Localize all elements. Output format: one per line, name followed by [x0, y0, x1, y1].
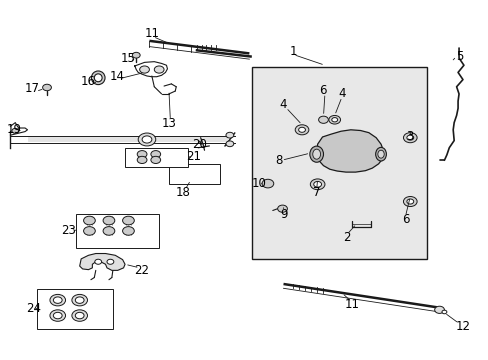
- Circle shape: [403, 197, 416, 207]
- Circle shape: [434, 306, 444, 314]
- Text: 1: 1: [289, 45, 296, 58]
- Circle shape: [50, 294, 65, 306]
- Text: 12: 12: [454, 320, 469, 333]
- Circle shape: [103, 216, 115, 225]
- Circle shape: [138, 133, 156, 146]
- Text: 17: 17: [25, 82, 40, 95]
- Text: 13: 13: [161, 117, 176, 130]
- Text: 24: 24: [26, 302, 41, 315]
- Text: 3: 3: [406, 130, 413, 144]
- Circle shape: [107, 259, 114, 264]
- Circle shape: [95, 259, 102, 264]
- Bar: [251, 67, 427, 259]
- Circle shape: [53, 312, 62, 319]
- Circle shape: [122, 226, 134, 235]
- Ellipse shape: [377, 150, 384, 158]
- Circle shape: [137, 156, 147, 163]
- Circle shape: [262, 179, 273, 188]
- Text: 4: 4: [279, 98, 286, 111]
- Circle shape: [72, 310, 87, 321]
- Circle shape: [103, 226, 115, 235]
- Circle shape: [151, 150, 160, 158]
- Circle shape: [53, 297, 62, 303]
- Text: 11: 11: [144, 27, 159, 40]
- Polygon shape: [80, 253, 125, 270]
- Bar: [168, 164, 220, 184]
- Text: 6: 6: [318, 84, 325, 97]
- Circle shape: [42, 84, 51, 91]
- Circle shape: [310, 179, 325, 190]
- Circle shape: [122, 216, 134, 225]
- Text: 6: 6: [401, 213, 408, 226]
- Circle shape: [83, 216, 95, 225]
- Text: 5: 5: [455, 50, 463, 63]
- Text: 18: 18: [176, 186, 191, 199]
- Ellipse shape: [312, 149, 320, 159]
- Text: 10: 10: [251, 177, 266, 190]
- Text: 19: 19: [7, 123, 22, 136]
- Text: 16: 16: [81, 75, 96, 88]
- Circle shape: [277, 205, 287, 212]
- Circle shape: [403, 133, 416, 143]
- Circle shape: [151, 156, 160, 163]
- Bar: [76, 214, 159, 248]
- Ellipse shape: [309, 146, 323, 162]
- Text: 7: 7: [312, 186, 320, 199]
- Circle shape: [72, 294, 87, 306]
- Circle shape: [137, 150, 147, 158]
- Bar: [37, 289, 113, 329]
- Circle shape: [328, 116, 340, 124]
- Ellipse shape: [91, 71, 105, 85]
- Circle shape: [132, 52, 140, 58]
- Circle shape: [12, 129, 19, 134]
- Circle shape: [406, 135, 413, 140]
- Text: 22: 22: [134, 264, 149, 277]
- Text: 21: 21: [185, 150, 201, 163]
- Polygon shape: [316, 130, 383, 172]
- Circle shape: [83, 226, 95, 235]
- Text: 15: 15: [121, 52, 136, 65]
- Circle shape: [142, 136, 152, 143]
- Text: 2: 2: [343, 231, 350, 244]
- Text: 14: 14: [109, 69, 124, 82]
- Text: 11: 11: [344, 298, 359, 311]
- Circle shape: [225, 132, 233, 138]
- Circle shape: [225, 141, 233, 147]
- Circle shape: [331, 118, 337, 122]
- Circle shape: [50, 310, 65, 321]
- Circle shape: [313, 181, 321, 187]
- Text: 23: 23: [61, 224, 76, 237]
- Circle shape: [318, 116, 328, 123]
- Circle shape: [154, 66, 163, 73]
- Circle shape: [406, 199, 413, 204]
- Bar: [125, 148, 188, 167]
- Circle shape: [295, 125, 308, 135]
- Circle shape: [75, 312, 84, 319]
- Ellipse shape: [94, 74, 102, 82]
- Text: 20: 20: [192, 138, 206, 150]
- Circle shape: [140, 66, 149, 73]
- Circle shape: [298, 127, 305, 132]
- Text: 9: 9: [279, 208, 286, 221]
- Text: 8: 8: [274, 154, 282, 167]
- Text: 4: 4: [338, 87, 345, 100]
- Ellipse shape: [375, 147, 386, 161]
- Circle shape: [441, 310, 446, 314]
- Circle shape: [75, 297, 84, 303]
